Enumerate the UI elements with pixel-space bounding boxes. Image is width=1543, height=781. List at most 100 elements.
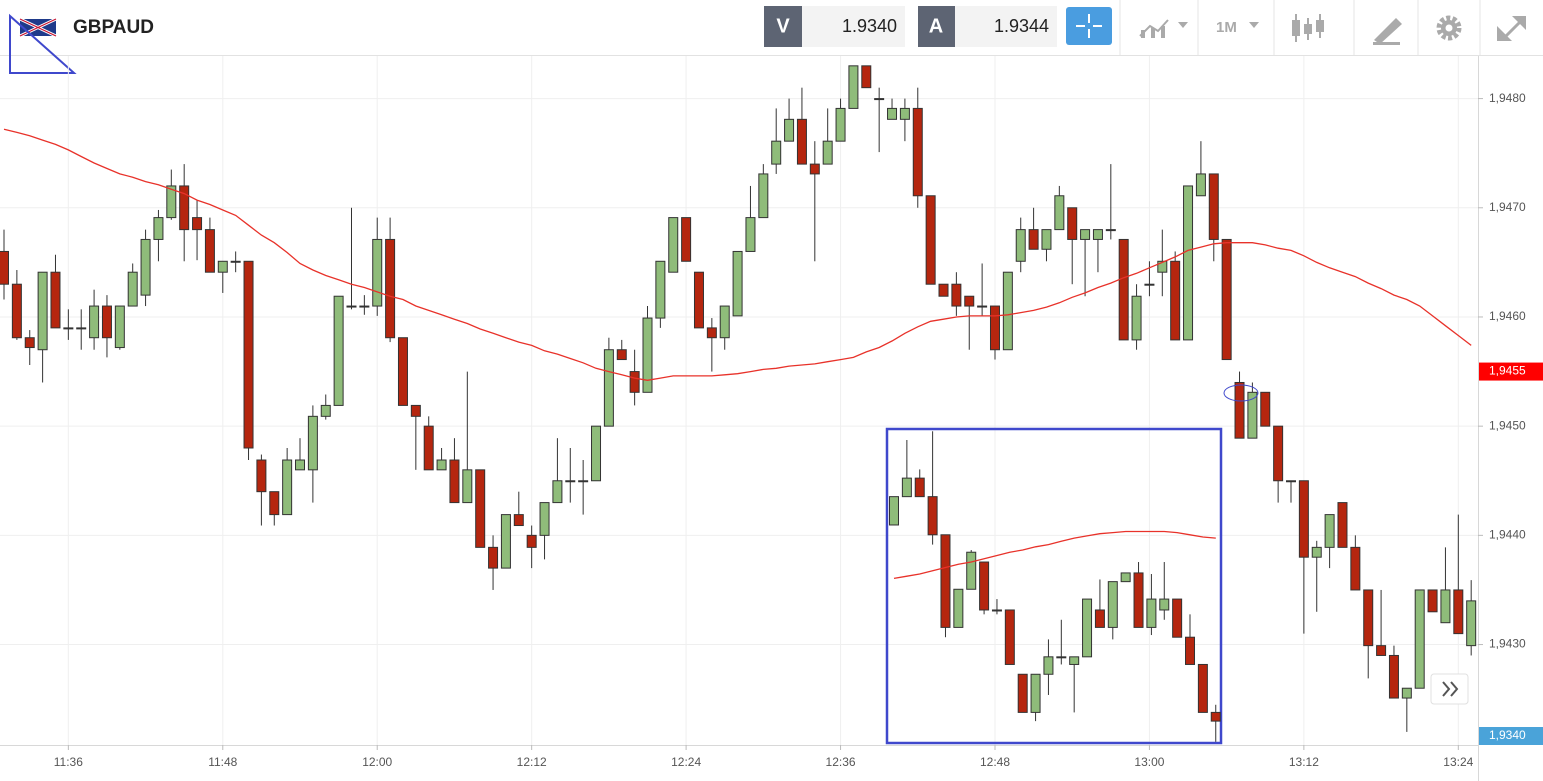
candle-body (1363, 589, 1374, 647)
bid-tag-box[interactable] (764, 6, 802, 47)
crosshair-button[interactable] (1066, 7, 1112, 45)
candle-body (513, 514, 524, 527)
candle-body (912, 107, 923, 197)
candle-body (1056, 656, 1067, 659)
y-tick-label: 1,9430 (1489, 637, 1526, 651)
candle-body (1350, 546, 1361, 591)
candle-body (1185, 636, 1196, 665)
ask-tag[interactable]: A (929, 15, 943, 37)
plot (0, 65, 1477, 745)
candle-body (927, 496, 938, 536)
candle-body (526, 534, 537, 548)
candle-body (642, 317, 653, 393)
candle-body (1133, 572, 1144, 628)
drawing-tools-button[interactable] (1373, 18, 1402, 45)
candle-body (114, 305, 125, 349)
candle-body (874, 98, 885, 101)
x-tick-label: 12:12 (517, 755, 547, 769)
moving-average (893, 530, 1216, 580)
candle-body (1120, 572, 1131, 583)
x-tick-label: 11:36 (54, 755, 83, 769)
candle-body (977, 305, 988, 308)
moving-average (3, 128, 1472, 381)
candle-body (940, 534, 951, 628)
candle-body (1466, 600, 1477, 647)
candle-body (539, 502, 550, 536)
candle-body (1105, 229, 1116, 232)
x-tick-label: 13:00 (1134, 755, 1164, 769)
candle-body (217, 260, 228, 273)
candle-body (668, 217, 679, 273)
candle-body (1388, 654, 1399, 699)
candle-body (385, 238, 396, 339)
drawn-ellipse (1223, 384, 1259, 402)
timeframe-arrow[interactable] (1249, 22, 1259, 28)
candle-body (1015, 229, 1026, 262)
candle-body (372, 238, 383, 307)
candle-body (1170, 260, 1181, 341)
chart-type-button[interactable] (1139, 19, 1188, 38)
flag-icon (19, 17, 57, 38)
candle-body (629, 371, 640, 393)
candle-body (1337, 502, 1348, 548)
bid-box[interactable] (802, 6, 905, 47)
candle-body (230, 260, 241, 263)
candle-style-button[interactable] (1292, 14, 1324, 42)
candle-body (1210, 711, 1221, 722)
candle-body (1092, 229, 1103, 240)
candle-body (1440, 589, 1451, 624)
bid-price[interactable]: 1.9340 (842, 16, 897, 36)
ask-box[interactable] (955, 6, 1057, 47)
y-tick-label: 1,9450 (1489, 418, 1526, 432)
last-price-label: 1,9455 (1489, 364, 1526, 378)
candle-body (1131, 295, 1142, 341)
candle-body (706, 327, 717, 339)
x-tick-label: 12:48 (980, 755, 1010, 769)
ask-tag-box[interactable] (918, 6, 955, 47)
candle-body (1094, 609, 1105, 628)
candle-body (500, 514, 511, 569)
candle-body (320, 404, 331, 417)
scroll-right-button[interactable] (1430, 673, 1469, 705)
candle-body (989, 305, 1000, 351)
candle-body (1286, 480, 1296, 483)
candle-body (1028, 229, 1039, 250)
candle-body (1082, 598, 1093, 658)
candle-body (822, 140, 833, 165)
candle-body (835, 107, 846, 142)
bid-tag[interactable]: V (776, 15, 790, 37)
x-tick-label: 13:24 (1443, 755, 1473, 769)
candle-body (140, 238, 151, 296)
settings-button[interactable] (1436, 15, 1462, 41)
candle-body (899, 107, 910, 120)
last-price-box (1479, 362, 1543, 381)
inset-frame (885, 427, 1223, 745)
candle-body (951, 283, 962, 307)
fullscreen-button[interactable] (1497, 16, 1526, 42)
candle-body (861, 65, 872, 89)
candle-body (1273, 425, 1284, 482)
candle-body (848, 65, 859, 109)
candle-body (953, 588, 964, 628)
candle-body (37, 271, 48, 351)
candle-body (192, 217, 203, 231)
candle-body (462, 469, 473, 504)
ask-price[interactable]: 1.9344 (994, 16, 1049, 36)
candle-body (359, 305, 370, 308)
candle-body (282, 459, 293, 516)
candle-body (1067, 207, 1078, 240)
timeframe[interactable]: 1M (1216, 19, 1237, 36)
bid-price-label: 1,9340 (1489, 728, 1526, 742)
candle-body (1414, 589, 1425, 689)
candle-body (153, 217, 164, 240)
candle-body (1069, 656, 1080, 665)
candle-body (1054, 195, 1065, 231)
candle-body (1118, 238, 1129, 341)
candle-body (89, 305, 100, 339)
candle-body (784, 118, 795, 142)
candle-body (307, 415, 318, 471)
x-tick-label: 12:36 (826, 755, 856, 769)
candle-body (1107, 581, 1118, 628)
